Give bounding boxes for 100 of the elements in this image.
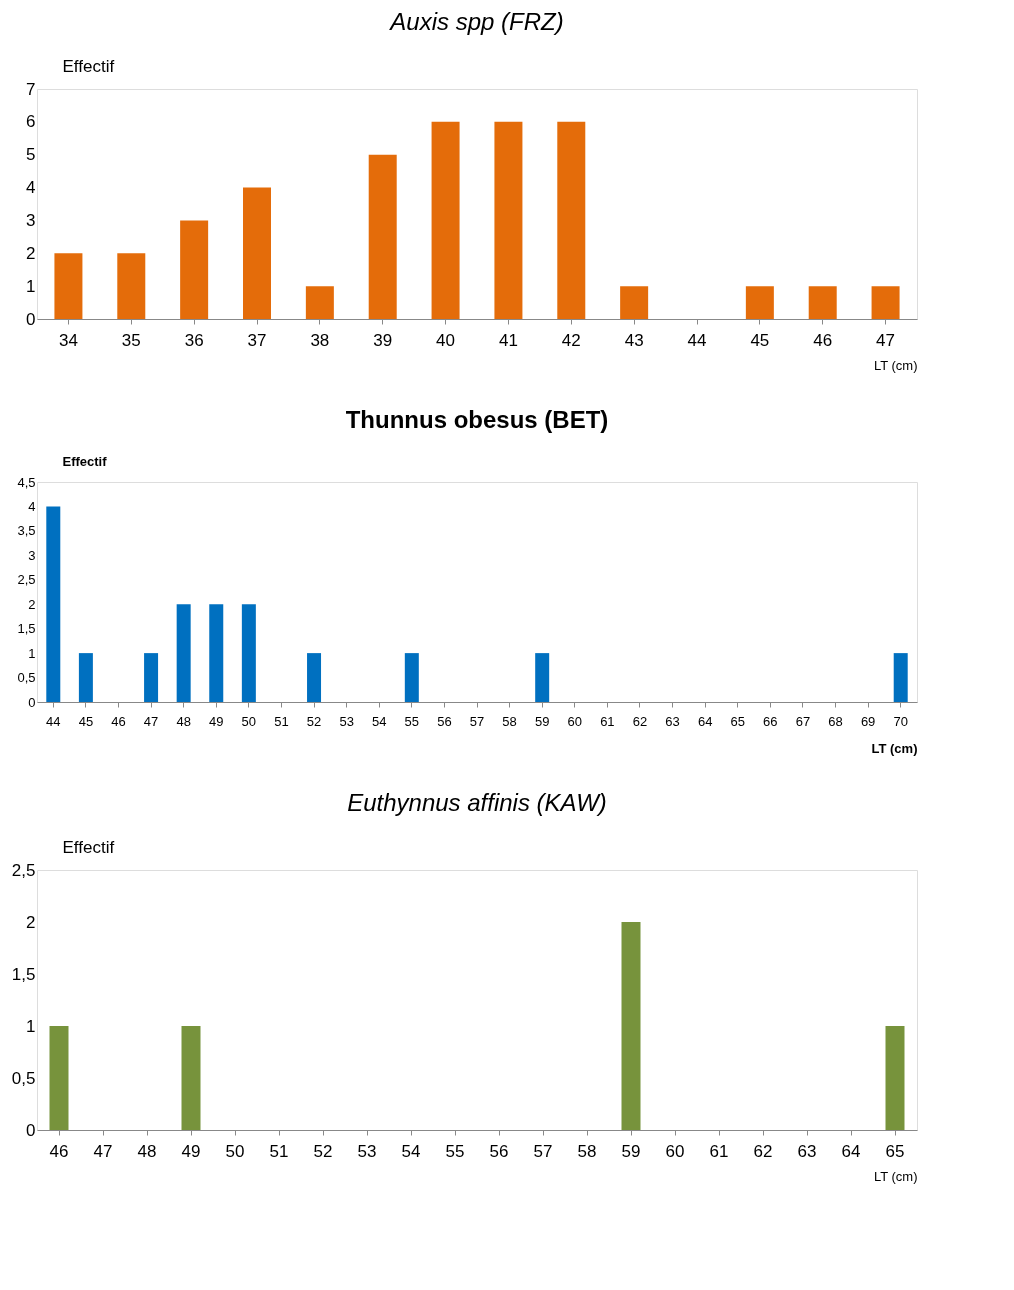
x-tick-label: 56 — [437, 713, 452, 729]
y-tick-label: 2,5 — [11, 860, 36, 880]
x-tick-label: 54 — [371, 713, 387, 729]
x-tick-label: 61 — [709, 1141, 729, 1161]
bar — [305, 286, 334, 319]
y-tick-label: 0 — [26, 309, 36, 329]
x-tick-label: 46 — [49, 1141, 69, 1161]
y-tick-label: 6 — [26, 112, 36, 132]
x-tick-label: 37 — [247, 330, 267, 350]
x-tick-label: 51 — [274, 713, 289, 729]
x-tick-label: 58 — [577, 1141, 597, 1161]
x-tick-label: 50 — [241, 713, 257, 729]
x-tick-label: 59 — [621, 1141, 641, 1161]
bar — [78, 653, 93, 702]
x-tick-label: 60 — [665, 1141, 685, 1161]
bar — [54, 253, 83, 319]
y-tick-label: 7 — [26, 79, 36, 99]
x-tick-label: 43 — [624, 330, 644, 350]
x-tick-label: 61 — [600, 713, 615, 729]
chart-title: Auxis spp (FRZ) — [388, 8, 564, 35]
bar — [176, 604, 191, 702]
y-tick-label: 1,5 — [17, 621, 36, 637]
y-axis-title: Effectif — [62, 837, 115, 857]
x-tick-label: 44 — [46, 713, 61, 729]
x-tick-label: 64 — [697, 713, 713, 729]
x-tick-label: 46 — [111, 713, 126, 729]
bar — [368, 154, 397, 319]
x-tick-label: 60 — [567, 713, 583, 729]
bar — [117, 253, 146, 319]
x-tick-label: 63 — [797, 1141, 817, 1161]
y-tick-label: 2 — [26, 243, 36, 263]
x-tick-label: 44 — [687, 330, 707, 350]
bar — [404, 653, 419, 702]
bar — [745, 286, 774, 319]
x-tick-label: 45 — [750, 330, 770, 350]
bar — [243, 187, 271, 319]
x-tick-label: 53 — [357, 1141, 377, 1161]
x-tick-label: 64 — [841, 1141, 861, 1161]
x-tick-label: 52 — [306, 713, 322, 729]
x-tick-label: 62 — [753, 1141, 773, 1161]
y-tick-label: 1 — [26, 276, 36, 296]
x-tick-label: 57 — [533, 1141, 553, 1161]
x-tick-label: 70 — [893, 713, 908, 729]
x-tick-label: 45 — [78, 713, 94, 729]
bar — [431, 121, 460, 319]
bar — [494, 121, 523, 319]
x-tick-label: 50 — [225, 1141, 245, 1161]
bar — [241, 604, 256, 702]
x-tick-label: 48 — [137, 1141, 157, 1161]
x-tick-label: 66 — [763, 713, 778, 729]
y-tick-label: 1 — [26, 1016, 36, 1036]
bar — [180, 220, 209, 319]
x-axis-title: LT (cm) — [873, 357, 918, 373]
y-tick-label: 4 — [26, 178, 36, 198]
x-tick-label: 57 — [469, 713, 485, 729]
bar — [808, 286, 837, 319]
x-tick-label: 69 — [860, 713, 876, 729]
y-tick-label: 4,5 — [17, 474, 36, 490]
y-tick-label: 5 — [26, 145, 36, 165]
y-tick-label: 2 — [28, 596, 36, 612]
x-tick-label: 40 — [436, 330, 456, 350]
bar — [209, 604, 224, 702]
bar — [535, 653, 550, 702]
y-tick-label: 2,5 — [17, 572, 36, 588]
x-tick-label: 47 — [876, 330, 896, 350]
x-tick-label: 52 — [313, 1141, 333, 1161]
x-tick-label: 39 — [373, 330, 393, 350]
bar — [144, 653, 159, 702]
x-tick-label: 62 — [632, 713, 648, 729]
bar — [620, 286, 649, 319]
x-tick-label: 55 — [445, 1141, 465, 1161]
bar — [893, 653, 908, 702]
x-axis-title: LT (cm) — [873, 1168, 918, 1184]
bar — [871, 286, 900, 319]
y-tick-label: 0,5 — [11, 1068, 36, 1088]
x-tick-label: 42 — [561, 330, 581, 350]
bar — [557, 121, 586, 319]
y-tick-label: 3 — [28, 547, 36, 563]
y-tick-label: 0,5 — [17, 670, 36, 686]
y-axis-title: Effectif — [62, 453, 108, 469]
y-tick-label: 1 — [28, 645, 36, 661]
x-tick-label: 65 — [730, 713, 745, 729]
x-tick-label: 49 — [209, 713, 224, 729]
x-tick-label: 59 — [534, 713, 550, 729]
y-tick-label: 1,5 — [11, 964, 36, 984]
y-axis-title: Effectif — [62, 56, 115, 76]
x-tick-label: 47 — [143, 713, 159, 729]
x-tick-label: 38 — [310, 330, 330, 350]
x-tick-label: 65 — [885, 1141, 905, 1161]
x-tick-label: 48 — [176, 713, 191, 729]
chart-title: Euthynnus affinis (KAW) — [347, 789, 607, 816]
x-tick-label: 68 — [828, 713, 843, 729]
x-tick-label: 67 — [795, 713, 811, 729]
x-tick-label: 35 — [121, 330, 141, 350]
bar — [307, 653, 322, 702]
y-tick-label: 4 — [28, 498, 36, 514]
chart-title: Thunnus obesus (BET) — [345, 406, 609, 433]
x-tick-label: 58 — [502, 713, 517, 729]
x-tick-label: 41 — [498, 330, 518, 350]
y-tick-label: 3,5 — [17, 523, 36, 539]
